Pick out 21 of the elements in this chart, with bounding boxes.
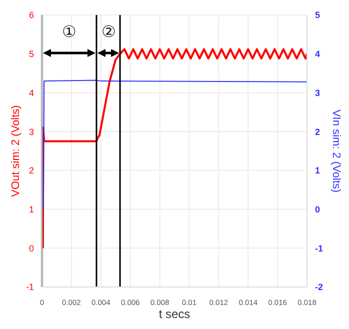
y-tick-label: 2 xyxy=(28,166,34,176)
y2-tick-label: 4 xyxy=(315,49,320,60)
y2-tick-label: -1 xyxy=(315,243,324,254)
y-tick-label: 1 xyxy=(28,204,34,214)
y-tick-label: 5 xyxy=(28,49,34,60)
y2-tick-label: 3 xyxy=(315,88,320,98)
y-tick-label: 6 xyxy=(28,10,34,20)
y2-tick-label: 0 xyxy=(315,204,320,214)
y2-tick-label: -2 xyxy=(315,282,324,292)
y2-tick-label: 1 xyxy=(315,166,320,176)
y-axis-title: VOut sim: 2 (Volts) xyxy=(10,105,22,197)
y-tick-label: 0 xyxy=(28,243,34,254)
y-tick-label: -1 xyxy=(26,282,34,292)
y2-axis-title: VIn sim: 2 (Volts) xyxy=(330,109,342,193)
annotation: ① xyxy=(62,24,76,41)
x-axis-title: t secs xyxy=(158,307,190,321)
y2-tick-label: 5 xyxy=(315,10,320,20)
y-tick-label: 3 xyxy=(28,126,34,137)
y2-tick-label: 2 xyxy=(315,126,320,137)
y-tick-label: 4 xyxy=(28,88,34,98)
annotation: ② xyxy=(101,24,116,41)
